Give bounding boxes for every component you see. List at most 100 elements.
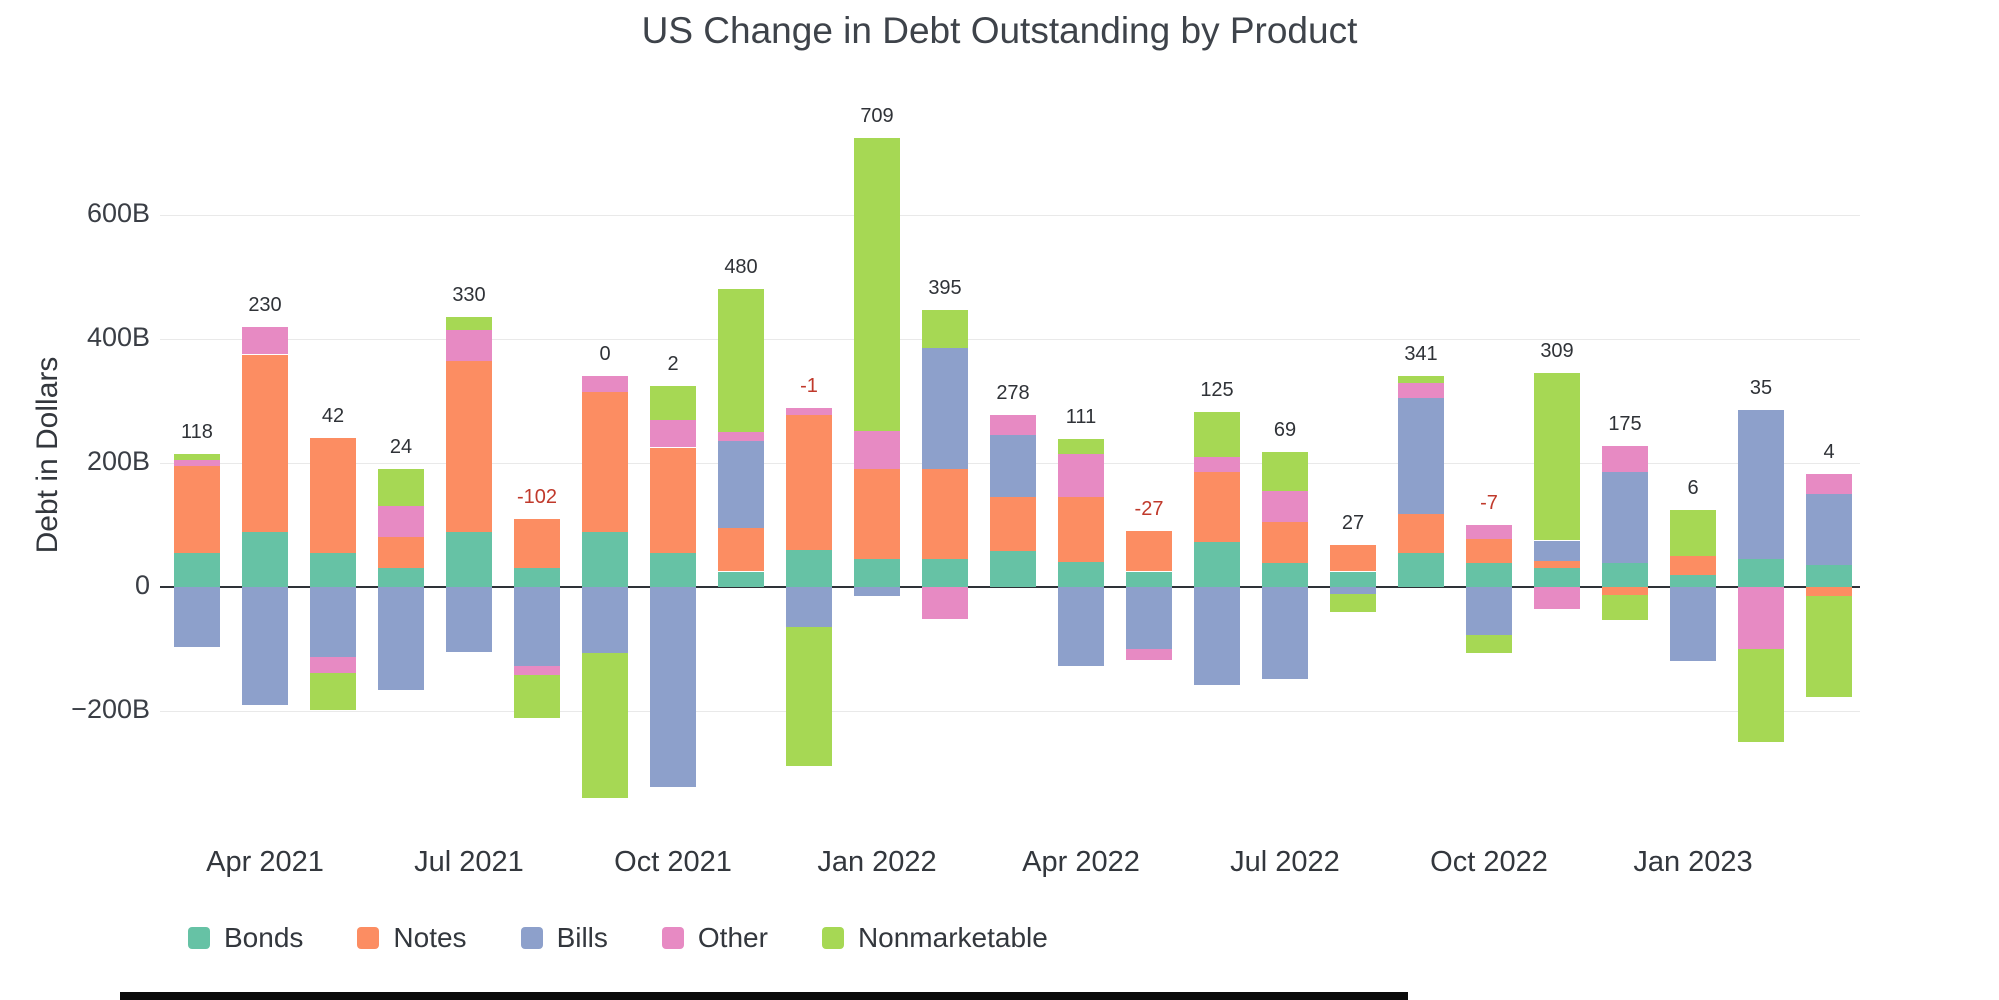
bar-total-label: 27 — [1341, 511, 1365, 534]
bar-segment-bonds — [1058, 562, 1104, 587]
bar-segment-nonmarketable — [378, 469, 424, 507]
bar-total-label: 480 — [724, 256, 758, 279]
bar-total-label: -27 — [1134, 498, 1164, 521]
bar-total-label: 230 — [248, 293, 282, 316]
bar-segment-bonds — [1330, 571, 1376, 587]
bar-segment-notes — [242, 354, 288, 533]
bar-segment-bills — [1126, 587, 1172, 649]
bar-segment-notes — [514, 518, 560, 569]
bar-segment-bonds — [242, 532, 288, 587]
bar-segment-nonmarketable — [310, 672, 356, 710]
bar-total-label: -102 — [516, 485, 558, 508]
bar-segment-bills — [378, 587, 424, 690]
bar-segment-bonds — [1534, 568, 1580, 587]
bar-segment-other — [1262, 490, 1308, 522]
bar-segment-other — [1602, 445, 1648, 473]
bar-segment-other — [310, 657, 356, 673]
legend-item-bonds[interactable]: Bonds — [188, 922, 303, 954]
bar-segment-nonmarketable — [650, 385, 696, 420]
bar-total-label: 118 — [181, 420, 213, 443]
bar-segment-nonmarketable — [786, 626, 832, 767]
y-tick-label: 400B — [86, 322, 150, 352]
bar-segment-bonds — [1806, 565, 1852, 587]
bar-segment-other — [786, 408, 832, 415]
bar-segment-other — [1126, 649, 1172, 660]
bar-segment-notes — [582, 391, 628, 533]
bar-segment-bonds — [1602, 563, 1648, 587]
bar-segment-other — [582, 376, 628, 392]
bar-segment-bonds — [514, 568, 560, 587]
x-tick-label: Jul 2021 — [414, 846, 524, 878]
x-tick-label: Apr 2021 — [206, 846, 324, 878]
bar-segment-bills — [242, 587, 288, 705]
bar-segment-nonmarketable — [1534, 373, 1580, 541]
bar-segment-bonds — [378, 568, 424, 587]
bar-segment-nonmarketable — [1058, 439, 1104, 454]
zero-line — [160, 586, 1860, 588]
bar-segment-nonmarketable — [1330, 593, 1376, 613]
bar-segment-bills — [990, 435, 1036, 498]
bar-segment-bills — [174, 587, 220, 648]
bar-segment-bonds — [922, 559, 968, 587]
bar-total-label: 330 — [452, 284, 486, 307]
bar-segment-bills — [1738, 410, 1784, 560]
bar-segment-other — [1058, 453, 1104, 498]
bar-segment-nonmarketable — [922, 309, 968, 349]
bar-segment-notes — [378, 537, 424, 569]
bar-segment-other — [1534, 587, 1580, 610]
bar-segment-bills — [1398, 397, 1444, 514]
x-tick-label: Oct 2021 — [614, 846, 732, 878]
legend-item-other[interactable]: Other — [661, 922, 768, 954]
legend-item-notes[interactable]: Notes — [357, 922, 467, 954]
legend-swatch-icon — [357, 927, 380, 949]
bar-segment-bills — [786, 587, 832, 627]
bar-segment-bills — [854, 587, 900, 597]
bar-total-label: 709 — [860, 105, 894, 128]
bar-segment-nonmarketable — [854, 138, 900, 431]
bar-segment-bonds — [1262, 563, 1308, 587]
bar-segment-notes — [786, 414, 832, 550]
bar-segment-bills — [1466, 587, 1512, 635]
bar-segment-other — [378, 506, 424, 538]
bar-segment-nonmarketable — [1806, 596, 1852, 698]
bar-segment-bills — [1262, 587, 1308, 680]
bar-total-label: 4 — [1823, 441, 1835, 464]
chart-title: US Change in Debt Outstanding by Product — [641, 10, 1358, 51]
bar-segment-bonds — [1398, 552, 1444, 587]
bar-segment-bonds — [718, 571, 764, 587]
bar-total-label: 395 — [928, 276, 962, 299]
bar-segment-other — [1194, 456, 1240, 473]
bar-total-label: 111 — [1065, 406, 1097, 429]
bar-segment-nonmarketable — [514, 675, 560, 719]
legend: Bonds Notes Bills Other Nonmarketable — [188, 916, 1048, 960]
bar-segment-nonmarketable — [446, 317, 492, 330]
bar-segment-nonmarketable — [582, 653, 628, 798]
bar-segment-bonds — [650, 552, 696, 587]
legend-label: Bills — [556, 922, 608, 953]
bar-segment-nonmarketable — [1466, 634, 1512, 654]
bar-total-label: 42 — [321, 405, 345, 428]
bar-segment-notes — [650, 447, 696, 553]
bar-segment-bills — [650, 587, 696, 788]
legend-item-nonmarketable[interactable]: Nonmarketable — [821, 922, 1048, 954]
bar-total-label: 341 — [1404, 342, 1438, 365]
bar-segment-notes — [1466, 538, 1512, 564]
bar-segment-other — [1738, 587, 1784, 649]
bar-segment-bills — [1670, 587, 1716, 661]
legend-item-bills[interactable]: Bills — [520, 922, 608, 954]
bar-segment-other — [174, 459, 220, 467]
bar-segment-nonmarketable — [1670, 509, 1716, 556]
bar-total-label: 309 — [1540, 340, 1574, 363]
gridline — [160, 214, 1860, 216]
bar-total-label: 175 — [1608, 412, 1642, 435]
x-tick-label: Jan 2023 — [1633, 846, 1753, 878]
bar-total-label: 69 — [1273, 418, 1297, 441]
bar-segment-other — [1398, 383, 1444, 398]
bar-segment-notes — [1126, 531, 1172, 572]
bar-segment-nonmarketable — [1262, 451, 1308, 491]
bar-segment-notes — [854, 469, 900, 560]
bar-segment-bills — [514, 587, 560, 666]
bar-segment-nonmarketable — [1602, 595, 1648, 620]
bar-segment-bonds — [446, 532, 492, 587]
